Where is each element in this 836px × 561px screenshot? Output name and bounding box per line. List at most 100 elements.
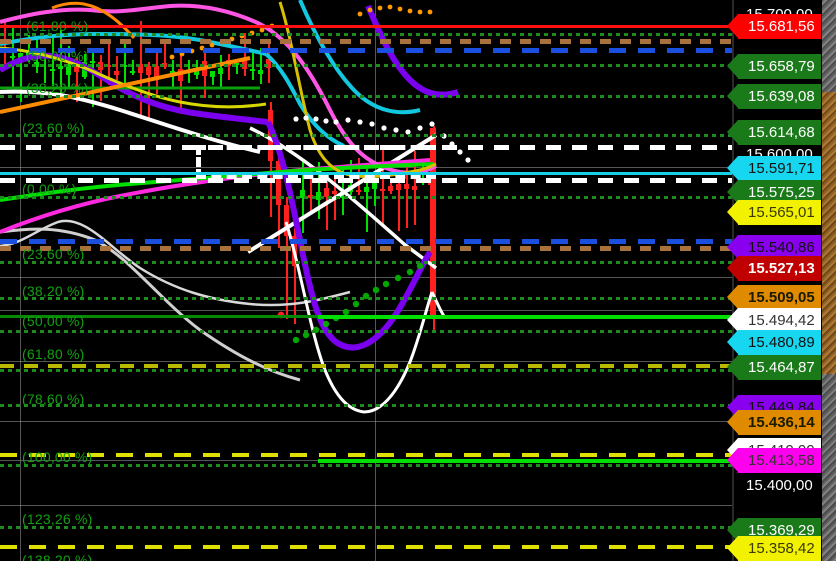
price-tag[interactable]: 15.591,71 bbox=[727, 156, 821, 181]
fib-label: (38,20 %) bbox=[22, 283, 85, 299]
price-tag-value: 15.464,87 bbox=[748, 359, 815, 376]
candle-body bbox=[146, 66, 151, 75]
candle-wick bbox=[286, 197, 288, 319]
price-tag-value: 15.614,68 bbox=[748, 124, 815, 141]
candle-body bbox=[10, 56, 15, 59]
level-cyan-level[interactable] bbox=[0, 172, 732, 175]
price-tag-value: 15.413,58 bbox=[748, 452, 815, 469]
gridline-horizontal bbox=[0, 505, 732, 506]
fib-label: (50,00 %) bbox=[26, 48, 89, 64]
level-fib-dot-12[interactable] bbox=[0, 526, 732, 529]
orange-trend bbox=[0, 56, 251, 114]
level-olive-level[interactable] bbox=[0, 364, 732, 368]
gray-ma-2 bbox=[0, 219, 351, 307]
level-fib-dot-8[interactable] bbox=[0, 330, 732, 333]
level-yellow-level-2[interactable] bbox=[0, 545, 732, 549]
chart-plot-area[interactable]: (61,80 %) (50,00 %) (38,20 %) (23,60 %) (0,0… bbox=[0, 0, 732, 561]
level-fib-dot-1[interactable] bbox=[0, 33, 732, 36]
candle-wick bbox=[212, 70, 214, 86]
gridline-horizontal bbox=[0, 361, 732, 362]
price-tag[interactable]: 15.658,79 bbox=[727, 54, 821, 79]
level-white-box-bottom[interactable] bbox=[0, 178, 732, 183]
scrollbar-thumb[interactable] bbox=[822, 92, 836, 374]
candle-wick bbox=[398, 178, 400, 231]
candle-body bbox=[234, 62, 239, 65]
price-tag[interactable]: 15.614,68 bbox=[727, 120, 821, 145]
price-tag-value: 15.509,05 bbox=[748, 289, 815, 306]
candle-body bbox=[430, 128, 436, 318]
candle-body bbox=[74, 65, 79, 72]
candle-wick bbox=[318, 161, 320, 220]
candle-wick bbox=[124, 41, 126, 95]
price-tag-value: 15.527,13 bbox=[748, 260, 815, 277]
price-tag[interactable]: 15.540,86 bbox=[727, 235, 821, 260]
price-tag[interactable]: 15.509,05 bbox=[727, 285, 821, 310]
price-tag[interactable]: 15.464,87 bbox=[727, 355, 821, 380]
price-tag[interactable]: 15.480,89 bbox=[727, 330, 821, 355]
price-tag[interactable]: 15.494,42 bbox=[727, 308, 821, 333]
level-brown-band-upper[interactable] bbox=[0, 39, 732, 44]
level-fib-dot-9[interactable] bbox=[0, 369, 732, 372]
purple-ma-dive bbox=[265, 120, 433, 351]
candle-body bbox=[250, 68, 255, 71]
candle-wick bbox=[406, 161, 408, 228]
vertical-scrollbar[interactable] bbox=[822, 0, 836, 561]
candle-wick bbox=[148, 61, 150, 119]
candle-wick bbox=[236, 62, 238, 74]
level-fib-dot-2[interactable] bbox=[0, 64, 732, 67]
candle-body bbox=[258, 69, 263, 74]
white-dots-sar bbox=[293, 115, 471, 163]
candle-wick bbox=[310, 166, 312, 213]
price-tag[interactable]: 15.639,08 bbox=[727, 84, 821, 109]
candle-wick bbox=[52, 37, 54, 87]
candle-body bbox=[356, 189, 361, 192]
price-axis[interactable]: 15.700,0015.681,5615.658,7915.639,0815.6… bbox=[727, 0, 836, 561]
yellow-ma-left bbox=[0, 46, 267, 109]
green-entry-line-2[interactable] bbox=[318, 459, 732, 463]
level-fib-dot-10[interactable] bbox=[0, 404, 732, 407]
price-tag[interactable]: 15.413,58 bbox=[727, 448, 821, 473]
fib-label: (61,80 %) bbox=[26, 18, 89, 34]
level-blue-band-upper[interactable] bbox=[0, 48, 732, 53]
magenta-ma-top bbox=[0, 3, 437, 175]
fib-label: (100,00 %) bbox=[22, 449, 93, 465]
level-fib-dot-3[interactable] bbox=[0, 95, 732, 98]
candle-wick bbox=[20, 52, 22, 103]
candle-body bbox=[380, 188, 385, 192]
level-fib-dot-11[interactable] bbox=[0, 464, 732, 467]
price-tag[interactable]: 15.358,42 bbox=[727, 536, 821, 561]
candle-body bbox=[266, 58, 271, 69]
orange-ma bbox=[51, 1, 136, 39]
candle-body bbox=[324, 187, 329, 197]
level-brown-band-lower[interactable] bbox=[0, 246, 732, 251]
indicator-curves bbox=[0, 0, 471, 414]
price-tag[interactable]: 15.436,14 bbox=[727, 410, 821, 435]
white-trend-up bbox=[246, 133, 438, 254]
candle-wick bbox=[132, 59, 134, 76]
fib-label: (138,20 %) bbox=[22, 552, 93, 561]
price-tag[interactable]: 15.527,13 bbox=[727, 256, 821, 281]
green-entry-line-1[interactable] bbox=[318, 315, 732, 319]
level-fib-dot-6[interactable] bbox=[0, 261, 732, 264]
level-blue-band-lower[interactable] bbox=[0, 239, 732, 244]
candle-wick bbox=[244, 32, 246, 77]
level-fib-dot-5[interactable] bbox=[0, 196, 732, 199]
level-red-resistance[interactable] bbox=[0, 25, 732, 28]
price-tag-value: 15.681,56 bbox=[748, 18, 815, 35]
price-tag-value: 15.658,79 bbox=[748, 58, 815, 75]
candle-body bbox=[138, 64, 143, 73]
price-tag[interactable]: 15.565,01 bbox=[727, 200, 821, 225]
level-yellow-level[interactable] bbox=[0, 453, 732, 457]
candle-body bbox=[130, 71, 135, 74]
level-fib-dot-7[interactable] bbox=[0, 297, 732, 300]
price-tag-value: 15.494,42 bbox=[748, 312, 815, 329]
level-white-box-top[interactable] bbox=[0, 145, 732, 150]
candle-body bbox=[218, 68, 223, 74]
price-tag[interactable]: 15.400,00 bbox=[742, 473, 819, 498]
fib-label: (123,26 %) bbox=[22, 511, 93, 527]
level-fib-dot-4[interactable] bbox=[0, 134, 732, 137]
candle-body bbox=[242, 58, 247, 69]
price-tag[interactable]: 15.681,56 bbox=[727, 14, 821, 39]
price-tag-value: 15.400,00 bbox=[746, 477, 813, 494]
candle-body bbox=[404, 183, 409, 189]
